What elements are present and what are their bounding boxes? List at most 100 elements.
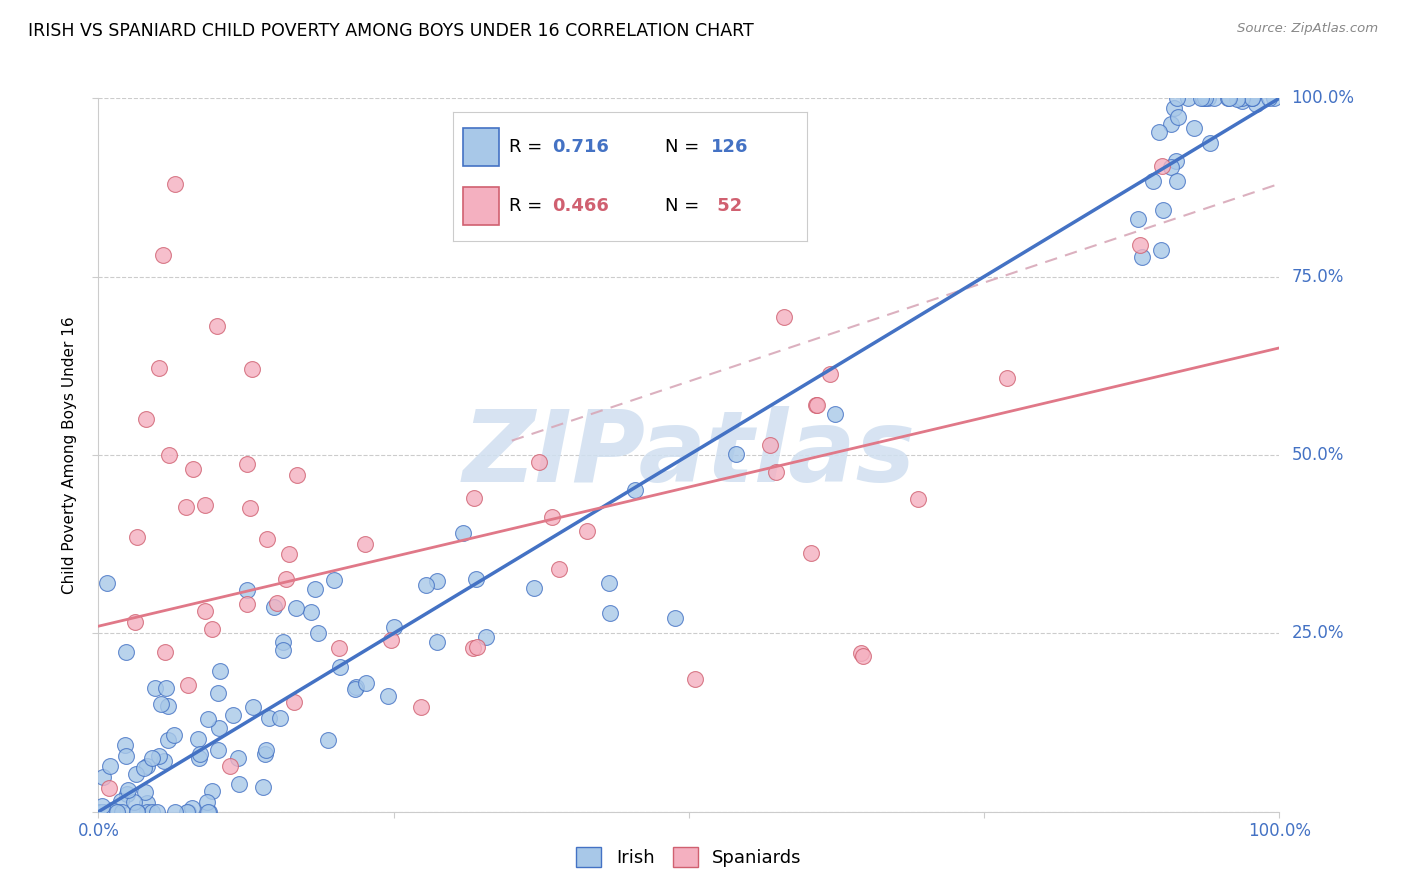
Irish (134, 761, 156, 775)
Irish (623, 483, 645, 498)
Irish (143, 681, 166, 696)
Irish (1167, 110, 1189, 124)
Irish (146, 805, 169, 819)
Irish (150, 697, 173, 711)
Irish (155, 681, 177, 695)
Irish (1216, 91, 1239, 105)
Spaniards (157, 448, 180, 462)
Irish (228, 777, 250, 791)
Irish (1194, 91, 1216, 105)
Irish (1241, 91, 1264, 105)
Spaniards (380, 633, 402, 648)
Text: 126: 126 (711, 138, 749, 156)
Text: IRISH VS SPANIARD CHILD POVERTY AMONG BOYS UNDER 16 CORRELATION CHART: IRISH VS SPANIARD CHILD POVERTY AMONG BO… (28, 22, 754, 40)
Irish (285, 601, 308, 615)
Spaniards (127, 530, 149, 544)
Irish (1166, 154, 1188, 169)
Text: R =: R = (509, 197, 548, 215)
Irish (1149, 244, 1171, 258)
Spaniards (256, 532, 278, 546)
Spaniards (1152, 159, 1174, 173)
Spaniards (907, 492, 929, 507)
Spaniards (236, 597, 259, 611)
Irish (110, 794, 132, 808)
Text: 100.0%: 100.0% (1291, 89, 1354, 107)
Irish (1197, 91, 1219, 105)
Irish (197, 712, 219, 726)
Spaniards (461, 640, 484, 655)
Text: 0.716: 0.716 (553, 138, 609, 156)
Spaniards (527, 455, 550, 469)
Irish (89, 805, 111, 819)
Spaniards (124, 615, 146, 629)
Spaniards (849, 646, 872, 660)
Spaniards (98, 781, 121, 796)
Irish (382, 620, 405, 634)
Irish (329, 659, 352, 673)
Irish (1192, 91, 1215, 105)
Irish (344, 680, 367, 694)
Irish (1166, 91, 1188, 105)
Irish (242, 700, 264, 714)
Spaniards (765, 465, 787, 479)
Spaniards (194, 498, 217, 512)
Irish (263, 599, 285, 614)
Irish (163, 727, 186, 741)
Irish (91, 805, 114, 819)
Irish (141, 751, 163, 765)
Text: 0.466: 0.466 (553, 197, 609, 215)
Irish (176, 805, 198, 819)
Spaniards (541, 510, 564, 524)
Spaniards (759, 438, 782, 452)
Irish (1147, 125, 1170, 139)
Irish (1142, 174, 1164, 188)
Spaniards (411, 699, 433, 714)
Irish (426, 574, 449, 588)
Irish (323, 574, 346, 588)
Irish (1218, 91, 1240, 105)
Irish (254, 747, 277, 761)
Irish (105, 805, 128, 819)
Irish (259, 711, 281, 725)
Spaniards (201, 623, 224, 637)
Irish (101, 803, 124, 817)
Irish (598, 576, 620, 591)
Irish (201, 783, 224, 797)
Irish (1199, 136, 1222, 151)
Irish (664, 610, 686, 624)
Irish (1128, 211, 1150, 226)
Irish (522, 581, 544, 595)
Spaniards (235, 457, 257, 471)
Irish (125, 766, 148, 780)
Irish (269, 710, 291, 724)
Spaniards (165, 177, 187, 191)
Irish (1182, 120, 1205, 135)
Spaniards (274, 572, 297, 586)
Irish (209, 664, 232, 678)
Spaniards (800, 546, 823, 560)
Spaniards (218, 758, 240, 772)
Spaniards (176, 500, 198, 514)
Spaniards (806, 399, 828, 413)
Spaniards (995, 371, 1018, 385)
Bar (464, 187, 499, 226)
Spaniards (547, 562, 569, 576)
Text: 50.0%: 50.0% (1291, 446, 1344, 464)
Irish (226, 750, 249, 764)
Irish (1230, 94, 1253, 108)
Irish (87, 805, 110, 819)
Spaniards (1129, 237, 1152, 252)
Irish (1160, 160, 1182, 174)
Spaniards (135, 412, 157, 426)
Irish (271, 634, 294, 648)
Y-axis label: Child Poverty Among Boys Under 16: Child Poverty Among Boys Under 16 (62, 316, 77, 594)
Irish (254, 743, 277, 757)
Text: N =: N = (665, 197, 706, 215)
Irish (1258, 91, 1281, 105)
Irish (304, 582, 326, 596)
Irish (134, 785, 156, 799)
Spaniards (818, 367, 841, 381)
Spaniards (576, 524, 599, 538)
Spaniards (181, 462, 204, 476)
Irish (354, 676, 377, 690)
